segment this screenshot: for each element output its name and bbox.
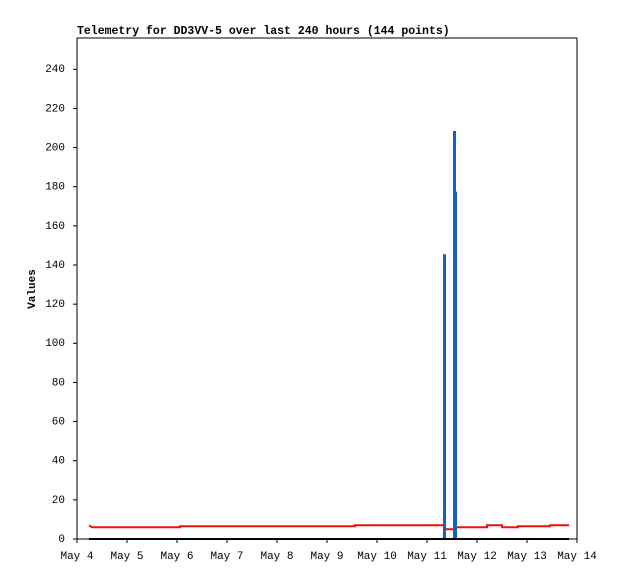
y-axis-label: Values: [27, 269, 39, 309]
y-tick-label: 200: [45, 143, 65, 155]
x-tick-label: May 13: [507, 551, 547, 563]
y-tick-label: 180: [45, 182, 65, 194]
series-line: [88, 524, 569, 531]
y-tick-label: 40: [52, 456, 65, 468]
y-tick-label: 220: [45, 103, 65, 115]
x-tick-label: May 9: [310, 551, 343, 563]
y-tick-label: 240: [45, 64, 65, 76]
x-tick-label: May 5: [110, 551, 143, 563]
y-tick-label: 140: [45, 260, 65, 272]
x-tick-label: May 10: [357, 551, 397, 563]
x-tick-label: May 7: [210, 551, 243, 563]
y-tick-label: 100: [45, 338, 65, 350]
x-tick-label: May 11: [407, 551, 447, 563]
y-tick-label: 20: [52, 495, 65, 507]
x-tick-label: May 6: [160, 551, 193, 563]
x-tick-label: May 12: [457, 551, 497, 563]
plot-frame: [76, 37, 578, 540]
x-tick-label: May 4: [60, 551, 93, 563]
y-tick-label: 120: [45, 299, 65, 311]
x-tick-label: May 14: [557, 551, 597, 563]
y-tick-label: 160: [45, 221, 65, 233]
y-tick-label: 60: [52, 416, 65, 428]
x-tick-label: May 8: [260, 551, 293, 563]
chart-title: Telemetry for DD3VV-5 over last 240 hour…: [77, 25, 450, 38]
y-tick-label: 80: [52, 377, 65, 389]
series-line: [443, 130, 457, 540]
y-tick-label: 0: [58, 534, 65, 546]
